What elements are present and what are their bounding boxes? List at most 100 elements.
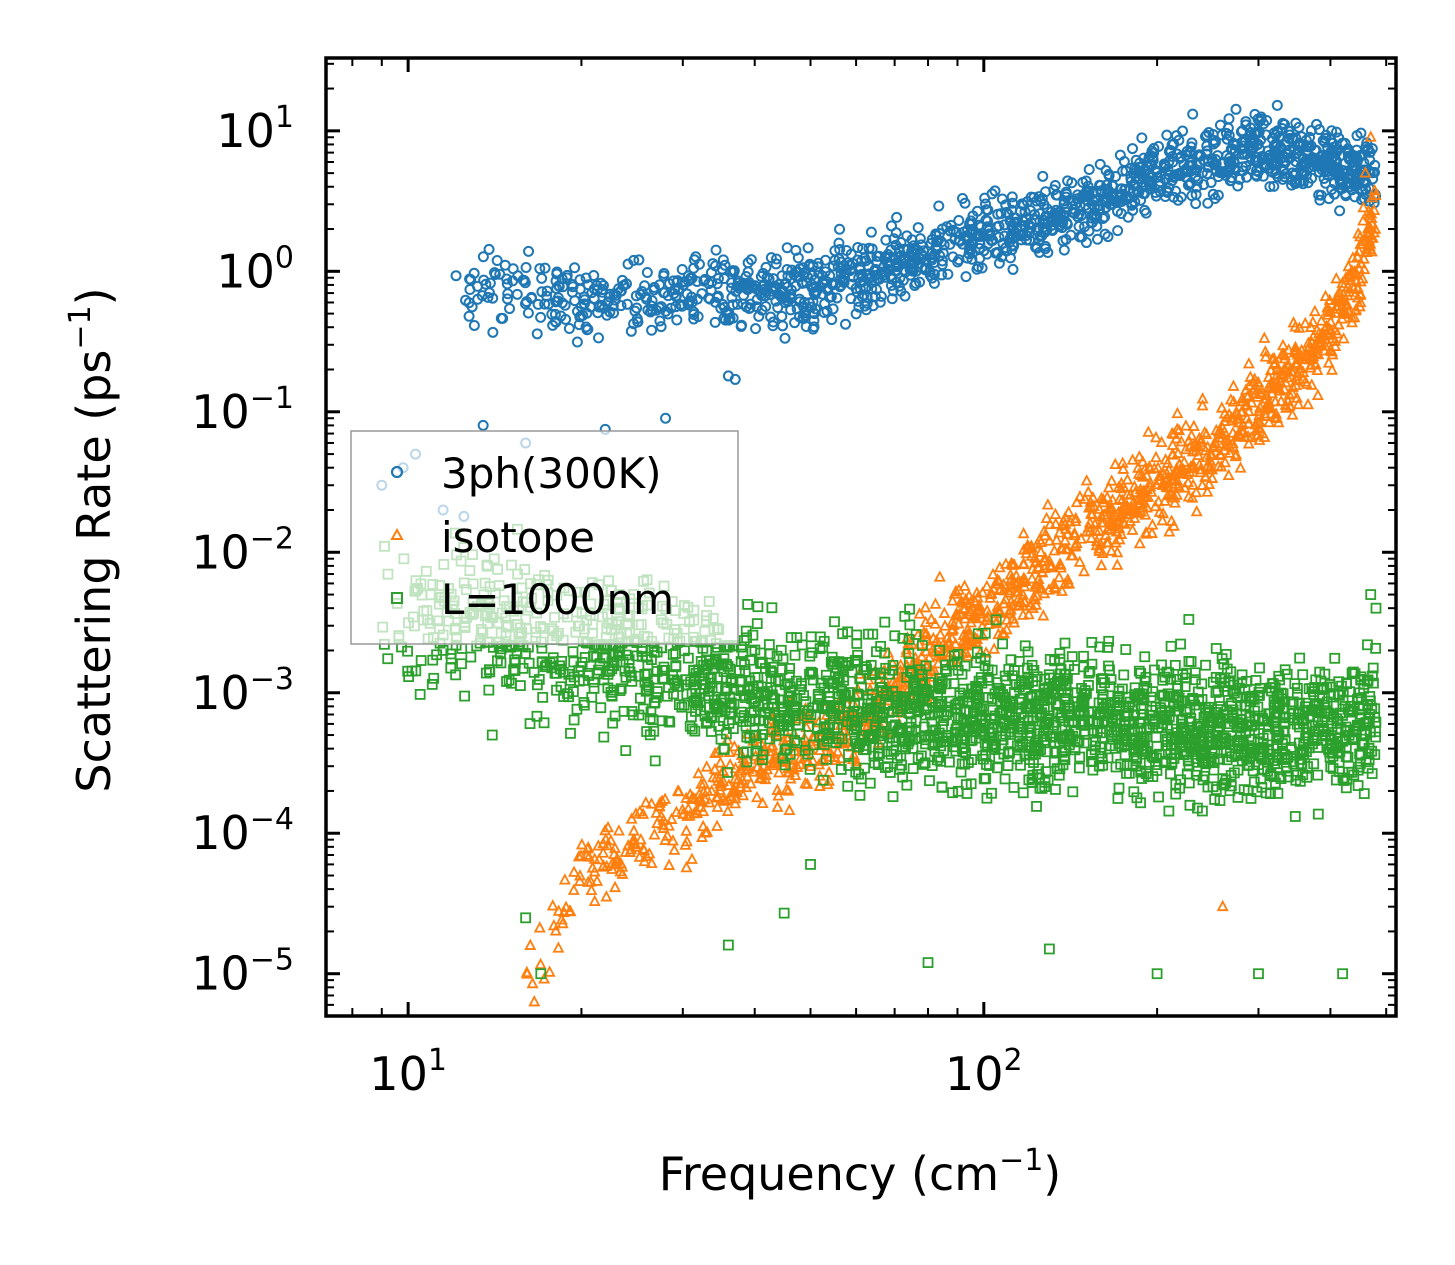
point-isotope [711, 819, 724, 831]
point-3ph-300k- [993, 257, 1005, 269]
point-3ph-300k- [1042, 247, 1054, 259]
point-3ph-300k- [517, 274, 529, 286]
point-isotope [1268, 351, 1281, 364]
point-isotope [1115, 527, 1128, 539]
point-3ph-300k- [1274, 149, 1286, 161]
point-3ph-300k- [1082, 202, 1094, 214]
point-isotope [637, 807, 650, 819]
point-3ph-300k- [1022, 225, 1034, 237]
point-3ph-300k- [1196, 167, 1208, 179]
point-3ph-300k- [1190, 189, 1202, 201]
point-3ph-300k- [1270, 164, 1282, 176]
point-3ph-300k- [1006, 229, 1018, 241]
point-3ph-300k- [802, 242, 814, 254]
point-3ph-300k- [622, 258, 634, 270]
point-isotope [1329, 306, 1342, 318]
point-3ph-300k- [1216, 158, 1228, 170]
point-isotope [588, 894, 601, 907]
point-3ph-300k- [760, 261, 772, 273]
point-isotope [609, 880, 622, 893]
point-3ph-300k- [790, 280, 802, 292]
point-3ph-300k- [483, 243, 495, 255]
point-3ph-300k- [671, 314, 683, 326]
point-3ph-300k- [595, 277, 607, 289]
point-3ph-300k- [523, 245, 535, 257]
point-isotope [930, 633, 943, 646]
point-3ph-300k- [871, 284, 883, 296]
point-isotope [1105, 474, 1118, 486]
point-isotope [648, 828, 661, 840]
point-isotope [1342, 259, 1355, 272]
point-3ph-300k- [886, 220, 898, 232]
point-3ph-300k- [750, 323, 762, 335]
point-isotope [1163, 525, 1176, 537]
point-isotope [638, 854, 651, 867]
point-isotope [988, 642, 1001, 654]
point-3ph-300k- [1202, 197, 1214, 209]
point-3ph-300k- [1335, 178, 1347, 190]
point-3ph-300k- [1006, 191, 1018, 203]
point-isotope [1022, 607, 1035, 620]
point-isotope [1031, 537, 1044, 549]
point-isotope [1080, 474, 1093, 486]
point-isotope [1121, 473, 1134, 485]
point-isotope [970, 586, 983, 598]
point-3ph-300k- [831, 292, 843, 304]
point-3ph-300k- [740, 301, 752, 313]
point-3ph-300k- [845, 248, 857, 260]
point-3ph-300k- [779, 332, 791, 344]
point-3ph-300k- [855, 255, 867, 267]
point-3ph-300k- [1315, 151, 1327, 163]
point-3ph-300k- [547, 319, 559, 331]
point-3ph-300k- [815, 281, 827, 293]
point-isotope [1222, 468, 1235, 481]
point-isotope [697, 819, 710, 832]
point-3ph-300k- [1002, 208, 1014, 220]
point-3ph-300k- [1161, 129, 1173, 141]
point-3ph-300k- [525, 292, 537, 304]
point-3ph-300k- [1017, 215, 1029, 227]
point-isotope [1078, 564, 1091, 577]
point-isotope [991, 573, 1004, 585]
point-3ph-300k- [941, 221, 953, 233]
point-isotope [1132, 506, 1145, 518]
point-3ph-300k- [1037, 214, 1049, 226]
point-3ph-300k- [1155, 170, 1167, 182]
point-3ph-300k- [676, 264, 688, 276]
point-3ph-300k- [534, 263, 546, 275]
point-isotope [756, 796, 769, 809]
point-3ph-300k- [522, 307, 534, 319]
point-3ph-300k- [717, 254, 729, 266]
point-isotope [1213, 423, 1226, 435]
point-isotope [1198, 425, 1211, 438]
point-3ph-300k- [1099, 194, 1111, 206]
point-isotope [1043, 534, 1056, 546]
point-isotope [1061, 527, 1074, 540]
point-3ph-300k- [1207, 128, 1219, 140]
point-3ph-300k- [1350, 151, 1362, 163]
point-isotope [919, 600, 932, 613]
point-isotope [1121, 487, 1134, 500]
point-3ph-300k- [504, 303, 516, 315]
point-isotope [934, 628, 947, 640]
point-isotope [528, 995, 541, 1007]
point-3ph-300k- [1201, 140, 1213, 152]
point-isotope [1263, 415, 1276, 428]
point-3ph-300k- [1232, 180, 1244, 192]
point-isotope [894, 658, 907, 670]
point-3ph-300k- [1004, 215, 1016, 227]
point-3ph-300k- [551, 266, 563, 278]
point-3ph-300k- [989, 185, 1001, 197]
point-3ph-300k- [1061, 217, 1073, 229]
point-3ph-300k- [821, 305, 833, 317]
point-isotope [604, 833, 617, 846]
point-3ph-300k- [625, 325, 637, 337]
point-3ph-300k- [501, 273, 513, 285]
point-3ph-300k- [1320, 129, 1332, 141]
point-isotope [929, 597, 942, 609]
point-isotope [655, 809, 668, 822]
point-isotope [1028, 551, 1041, 563]
point-isotope [563, 904, 576, 916]
point-isotope [629, 807, 642, 819]
point-3ph-300k- [1106, 180, 1118, 192]
